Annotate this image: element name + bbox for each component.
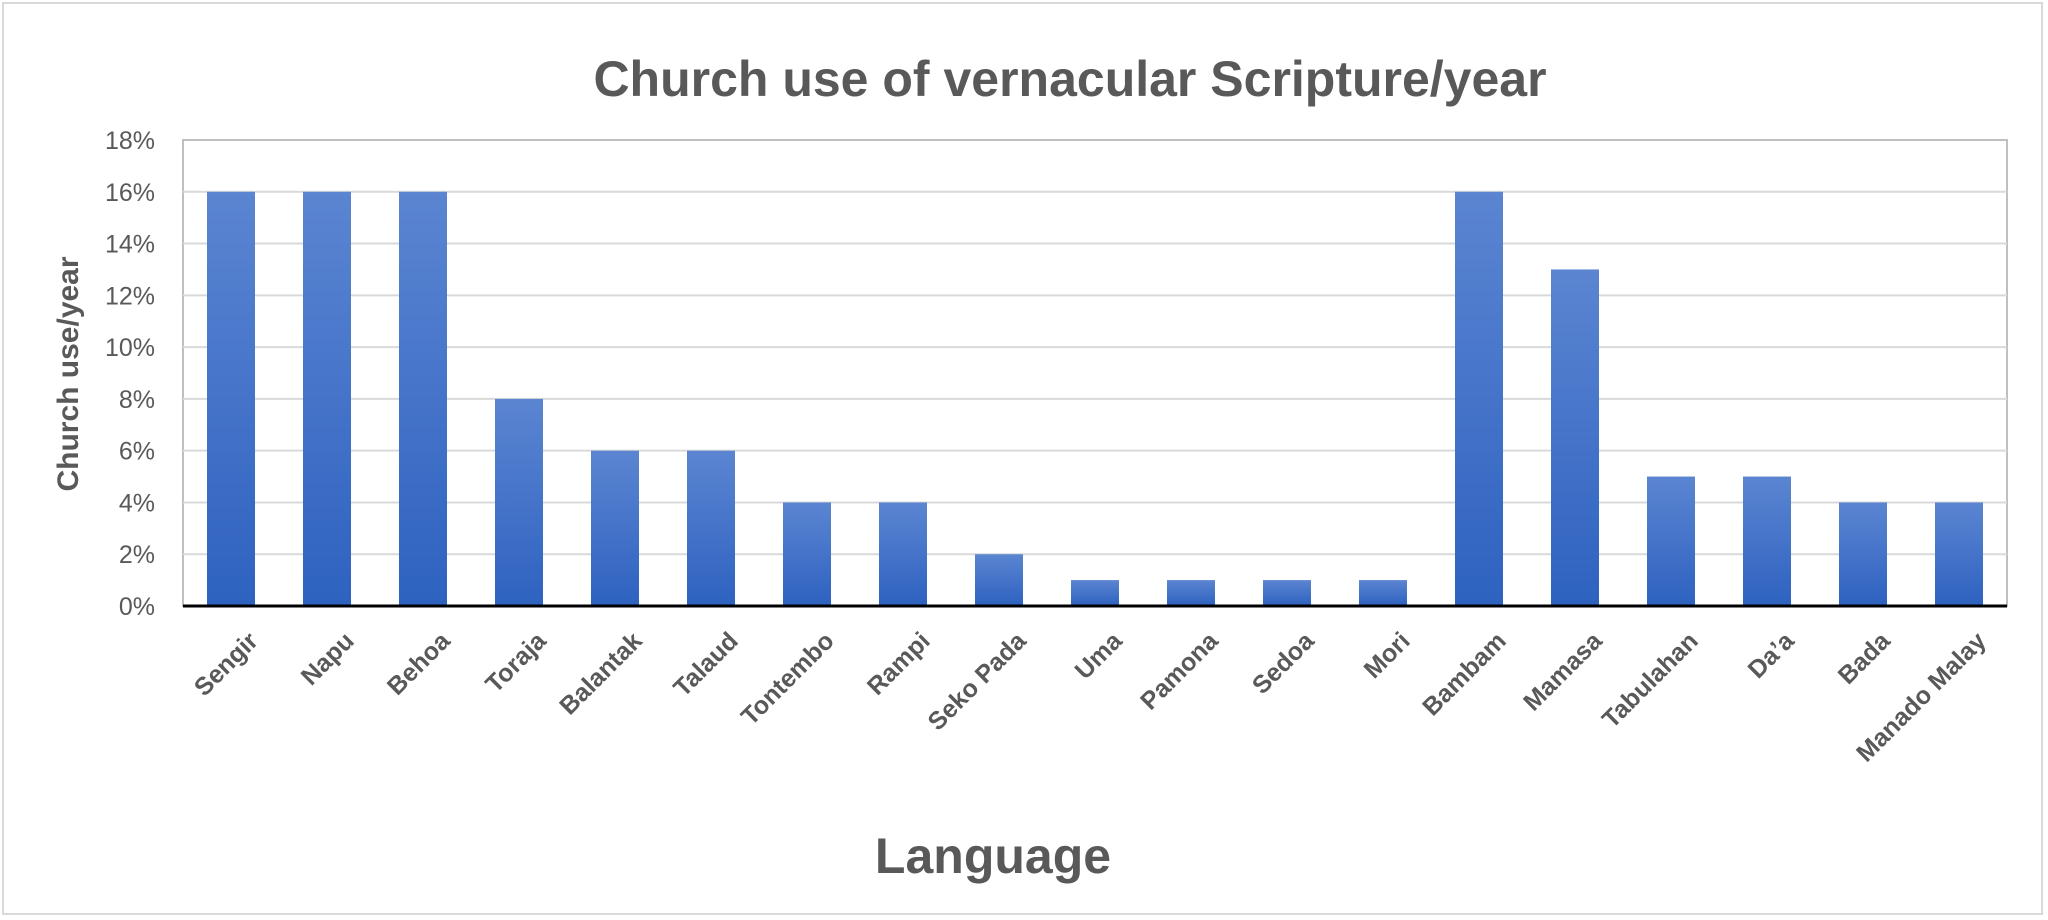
x-tick-label: Pamona — [1135, 626, 1224, 715]
bar-sedoa — [1263, 580, 1311, 606]
x-tick-label: Behoa — [382, 626, 457, 701]
x-tick-label: Bambam — [1417, 627, 1511, 721]
x-tick-label: Mamasa — [1518, 626, 1608, 716]
x-tick-label: Bada — [1833, 626, 1897, 690]
y-axis-ticks: 0% 2% 4% 6% 8% 10% 12% 14% 16% 18% — [105, 127, 155, 621]
bar-da-a — [1743, 476, 1791, 606]
bar-behoa — [399, 191, 447, 606]
bar-tontembo — [783, 502, 831, 606]
x-tick-label: Seko Pada — [922, 626, 1032, 736]
x-tick-label: Balantak — [554, 627, 648, 721]
y-tick-label: 6% — [119, 438, 155, 466]
x-tick-label: Da’a — [1743, 626, 1801, 684]
bar-mamasa — [1551, 269, 1599, 606]
gridlines — [183, 190, 2007, 556]
x-tick-label: Uma — [1070, 626, 1129, 685]
bar-uma — [1071, 580, 1119, 606]
y-tick-label: 18% — [105, 127, 155, 155]
x-axis-label: Language — [875, 828, 1111, 884]
x-tick-label: Sengir — [189, 627, 264, 702]
y-tick-label: 8% — [119, 386, 155, 414]
x-tick-label: Sedoa — [1247, 626, 1321, 700]
bar-tabulahan — [1647, 476, 1695, 606]
bar-napu — [303, 191, 351, 606]
y-tick-label: 10% — [105, 334, 155, 362]
y-tick-label: 4% — [119, 489, 155, 517]
x-tick-label: Napu — [296, 627, 360, 691]
bar-seko-pada — [975, 554, 1023, 606]
y-tick-label: 2% — [119, 541, 155, 569]
bar-toraja — [495, 398, 543, 606]
bar-rampi — [879, 502, 927, 606]
bar-bada — [1839, 502, 1887, 606]
y-axis-label: Church use/year — [52, 256, 85, 491]
x-tick-label: Toraja — [480, 626, 552, 698]
bar-balantak — [591, 450, 639, 606]
bar-manado-malay — [1935, 502, 1983, 606]
x-tick-label: Tabulahan — [1597, 627, 1704, 734]
bar-mori — [1359, 580, 1407, 606]
x-tick-label: Rampi — [862, 627, 936, 701]
plot-area — [182, 139, 2008, 607]
x-axis-ticks: Sengir Napu Behoa Toraja Balantak TalaudTonte… — [189, 626, 1992, 767]
bar-sengir — [207, 191, 255, 606]
x-tick-label: Mori — [1359, 627, 1416, 684]
y-tick-label: 0% — [119, 593, 155, 621]
bar-bambam — [1455, 191, 1503, 606]
y-tick-label: 16% — [105, 179, 155, 207]
bar-pamona — [1167, 580, 1215, 606]
x-tick-label: Tontembo — [736, 627, 840, 731]
x-tick-label: Talaud — [668, 627, 743, 702]
y-tick-label: 14% — [105, 231, 155, 259]
y-tick-label: 12% — [105, 282, 155, 310]
bar-talaud — [687, 450, 735, 606]
chart-title: Church use of vernacular Scripture/year — [593, 51, 1546, 107]
bars — [207, 191, 1983, 606]
